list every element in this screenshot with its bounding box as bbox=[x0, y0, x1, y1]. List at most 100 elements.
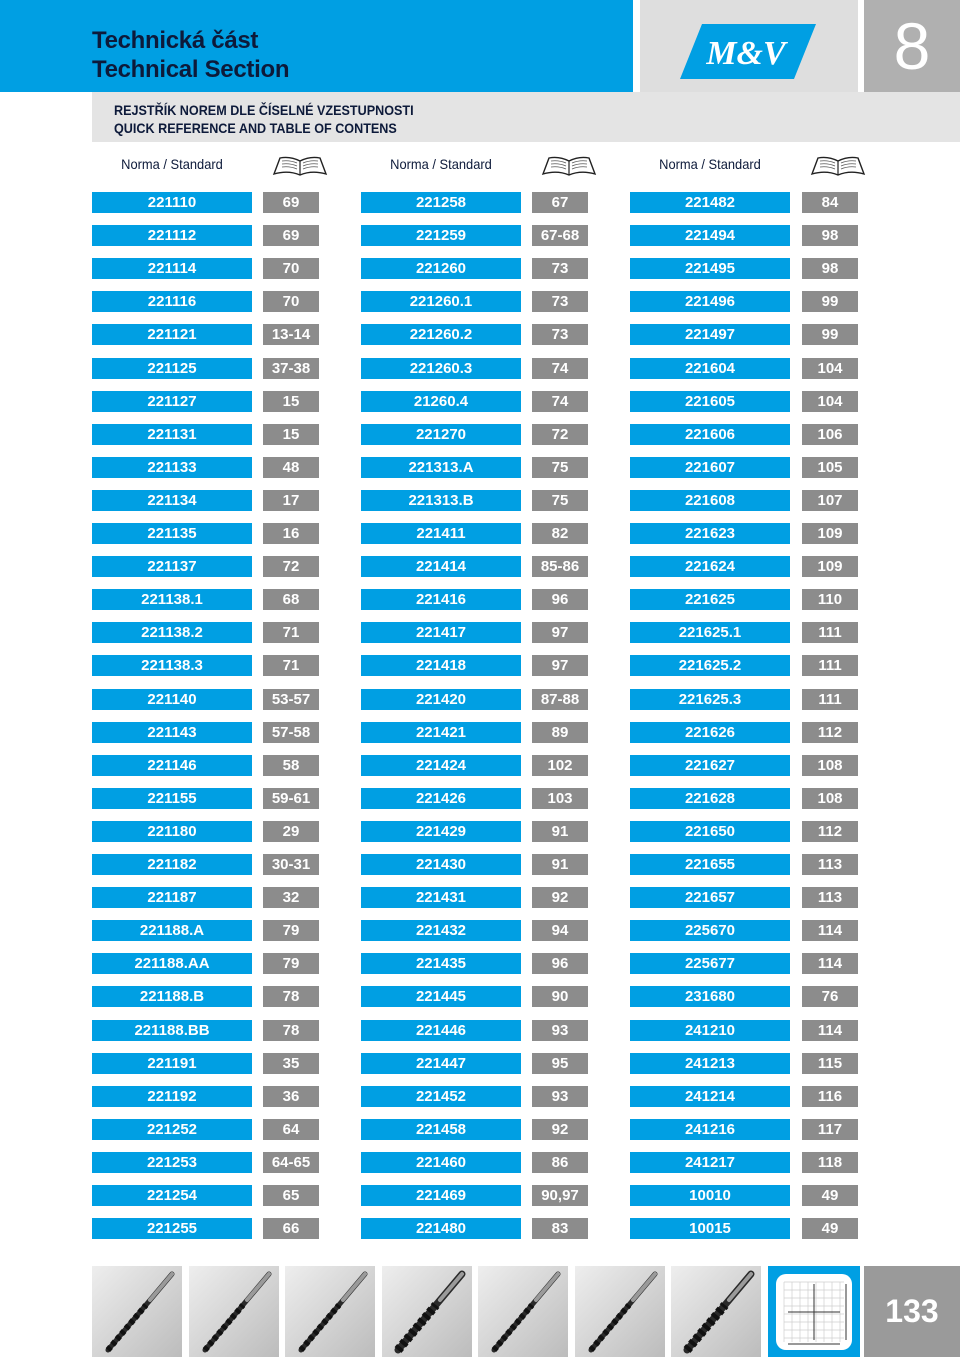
standard-code: 221431 bbox=[361, 887, 521, 909]
page-reference: 69 bbox=[263, 225, 319, 247]
page-reference: 73 bbox=[532, 291, 588, 313]
standard-code: 10010 bbox=[630, 1185, 790, 1206]
page-reference: 116 bbox=[802, 1085, 858, 1107]
standard-code: 241216 bbox=[630, 1118, 790, 1140]
page-reference: 74 bbox=[532, 357, 588, 379]
page-reference: 67-68 bbox=[532, 225, 588, 247]
page-reference: 68 bbox=[263, 589, 319, 611]
page-reference: 112 bbox=[802, 820, 858, 842]
page-reference: 94 bbox=[532, 920, 588, 942]
page-reference: 69 bbox=[263, 192, 319, 213]
page-reference: 48 bbox=[263, 456, 319, 478]
standard-code: 221260 bbox=[361, 258, 521, 280]
standard-code: 221182 bbox=[92, 854, 252, 875]
standard-code: 241214 bbox=[630, 1085, 790, 1107]
page-reference: 107 bbox=[802, 489, 858, 511]
standard-code: 221133 bbox=[92, 456, 252, 478]
standard-code: 221192 bbox=[92, 1085, 252, 1107]
title-czech: Technická část bbox=[92, 27, 259, 54]
page-reference: 79 bbox=[263, 953, 319, 975]
page-reference: 74 bbox=[532, 390, 588, 412]
standard-code: 221628 bbox=[630, 787, 790, 809]
page-reference: 97 bbox=[532, 622, 588, 644]
standard-code: 221460 bbox=[361, 1151, 521, 1173]
standard-code: 221138.1 bbox=[92, 589, 252, 611]
standard-code: 221411 bbox=[361, 523, 521, 544]
column-header-3: Norma / Standard bbox=[630, 154, 870, 178]
standard-code: 221110 bbox=[92, 192, 252, 213]
taper-reamer-icon bbox=[478, 1266, 568, 1357]
open-book-icon bbox=[272, 156, 328, 176]
standard-code: 221188.A bbox=[92, 920, 252, 942]
standard-code: 221608 bbox=[630, 489, 790, 511]
page-reference: 79 bbox=[263, 920, 319, 942]
page-reference: 106 bbox=[802, 423, 858, 445]
standard-code: 221655 bbox=[630, 854, 790, 875]
page-reference: 103 bbox=[532, 787, 588, 809]
page-reference: 110 bbox=[802, 589, 858, 611]
standard-code: 221191 bbox=[92, 1052, 252, 1074]
page-reference: 89 bbox=[532, 721, 588, 743]
standard-code: 221420 bbox=[361, 688, 521, 710]
standard-code: 221414 bbox=[361, 556, 521, 578]
standard-code: 221114 bbox=[92, 258, 252, 280]
page-reference: 13-14 bbox=[263, 324, 319, 346]
page-reference: 83 bbox=[532, 1218, 588, 1240]
standard-code: 221625.2 bbox=[630, 655, 790, 677]
standard-code: 221112 bbox=[92, 225, 252, 247]
page-reference: 102 bbox=[532, 754, 588, 776]
standard-code: 221650 bbox=[630, 820, 790, 842]
mv-logo-icon: M&V bbox=[680, 24, 816, 79]
countersink-icon bbox=[381, 1266, 472, 1357]
standard-code: 221255 bbox=[92, 1218, 252, 1240]
standard-code: 221137 bbox=[92, 556, 252, 578]
standard-code: 221657 bbox=[630, 887, 790, 909]
subheader-line2: QUICK REFERENCE AND TABLE OF CONTENS bbox=[114, 120, 397, 136]
logo-text: M&V bbox=[705, 35, 788, 72]
page-reference: 108 bbox=[802, 787, 858, 809]
page-reference: 64-65 bbox=[263, 1151, 319, 1173]
page-reference: 98 bbox=[802, 225, 858, 247]
page-reference: 97 bbox=[532, 655, 588, 677]
standard-code: 221260.3 bbox=[361, 357, 521, 379]
standard-code: 221188.AA bbox=[92, 953, 252, 975]
standard-code: 231680 bbox=[630, 986, 790, 1008]
open-book-icon bbox=[810, 156, 866, 176]
page-reference: 70 bbox=[263, 258, 319, 280]
page-reference: 113 bbox=[802, 887, 858, 909]
page-reference: 75 bbox=[532, 456, 588, 478]
subheader-line1: REJSTŘÍK NOREM DLE ČÍSELNÉ VZESTUPNOSTI bbox=[114, 102, 414, 118]
standard-code: 221606 bbox=[630, 423, 790, 445]
standard-code: 221445 bbox=[361, 986, 521, 1008]
standard-code: 221446 bbox=[361, 1019, 521, 1041]
standard-code: 221121 bbox=[92, 324, 252, 346]
page-number-box: 133 bbox=[864, 1266, 960, 1357]
page-reference: 78 bbox=[263, 1019, 319, 1041]
page-reference: 118 bbox=[802, 1151, 858, 1173]
page-reference: 85-86 bbox=[532, 556, 588, 578]
page-reference: 75 bbox=[532, 489, 588, 511]
page-reference: 113 bbox=[802, 854, 858, 875]
standard-code: 221258 bbox=[361, 192, 521, 213]
standard-code: 221482 bbox=[630, 192, 790, 213]
page-reference: 111 bbox=[802, 688, 858, 710]
standard-code: 221155 bbox=[92, 787, 252, 809]
page-reference: 73 bbox=[532, 258, 588, 280]
standard-code: 221418 bbox=[361, 655, 521, 677]
standard-code: 221260.2 bbox=[361, 324, 521, 346]
standard-code: 221138.3 bbox=[92, 655, 252, 677]
standard-code: 221260.1 bbox=[361, 291, 521, 313]
page-reference: 49 bbox=[802, 1218, 858, 1240]
page-reference: 95 bbox=[532, 1052, 588, 1074]
page-reference: 92 bbox=[532, 1118, 588, 1140]
standard-code: 221125 bbox=[92, 357, 252, 379]
standard-code: 221188.B bbox=[92, 986, 252, 1008]
standard-code: 241217 bbox=[630, 1151, 790, 1173]
page-reference: 92 bbox=[532, 887, 588, 909]
page-reference: 112 bbox=[802, 721, 858, 743]
standard-code: 221254 bbox=[92, 1185, 252, 1206]
standard-code: 10015 bbox=[630, 1218, 790, 1240]
pilot-counterbore-icon bbox=[671, 1266, 761, 1357]
page-reference: 29 bbox=[263, 820, 319, 842]
page-reference: 87-88 bbox=[532, 688, 588, 710]
